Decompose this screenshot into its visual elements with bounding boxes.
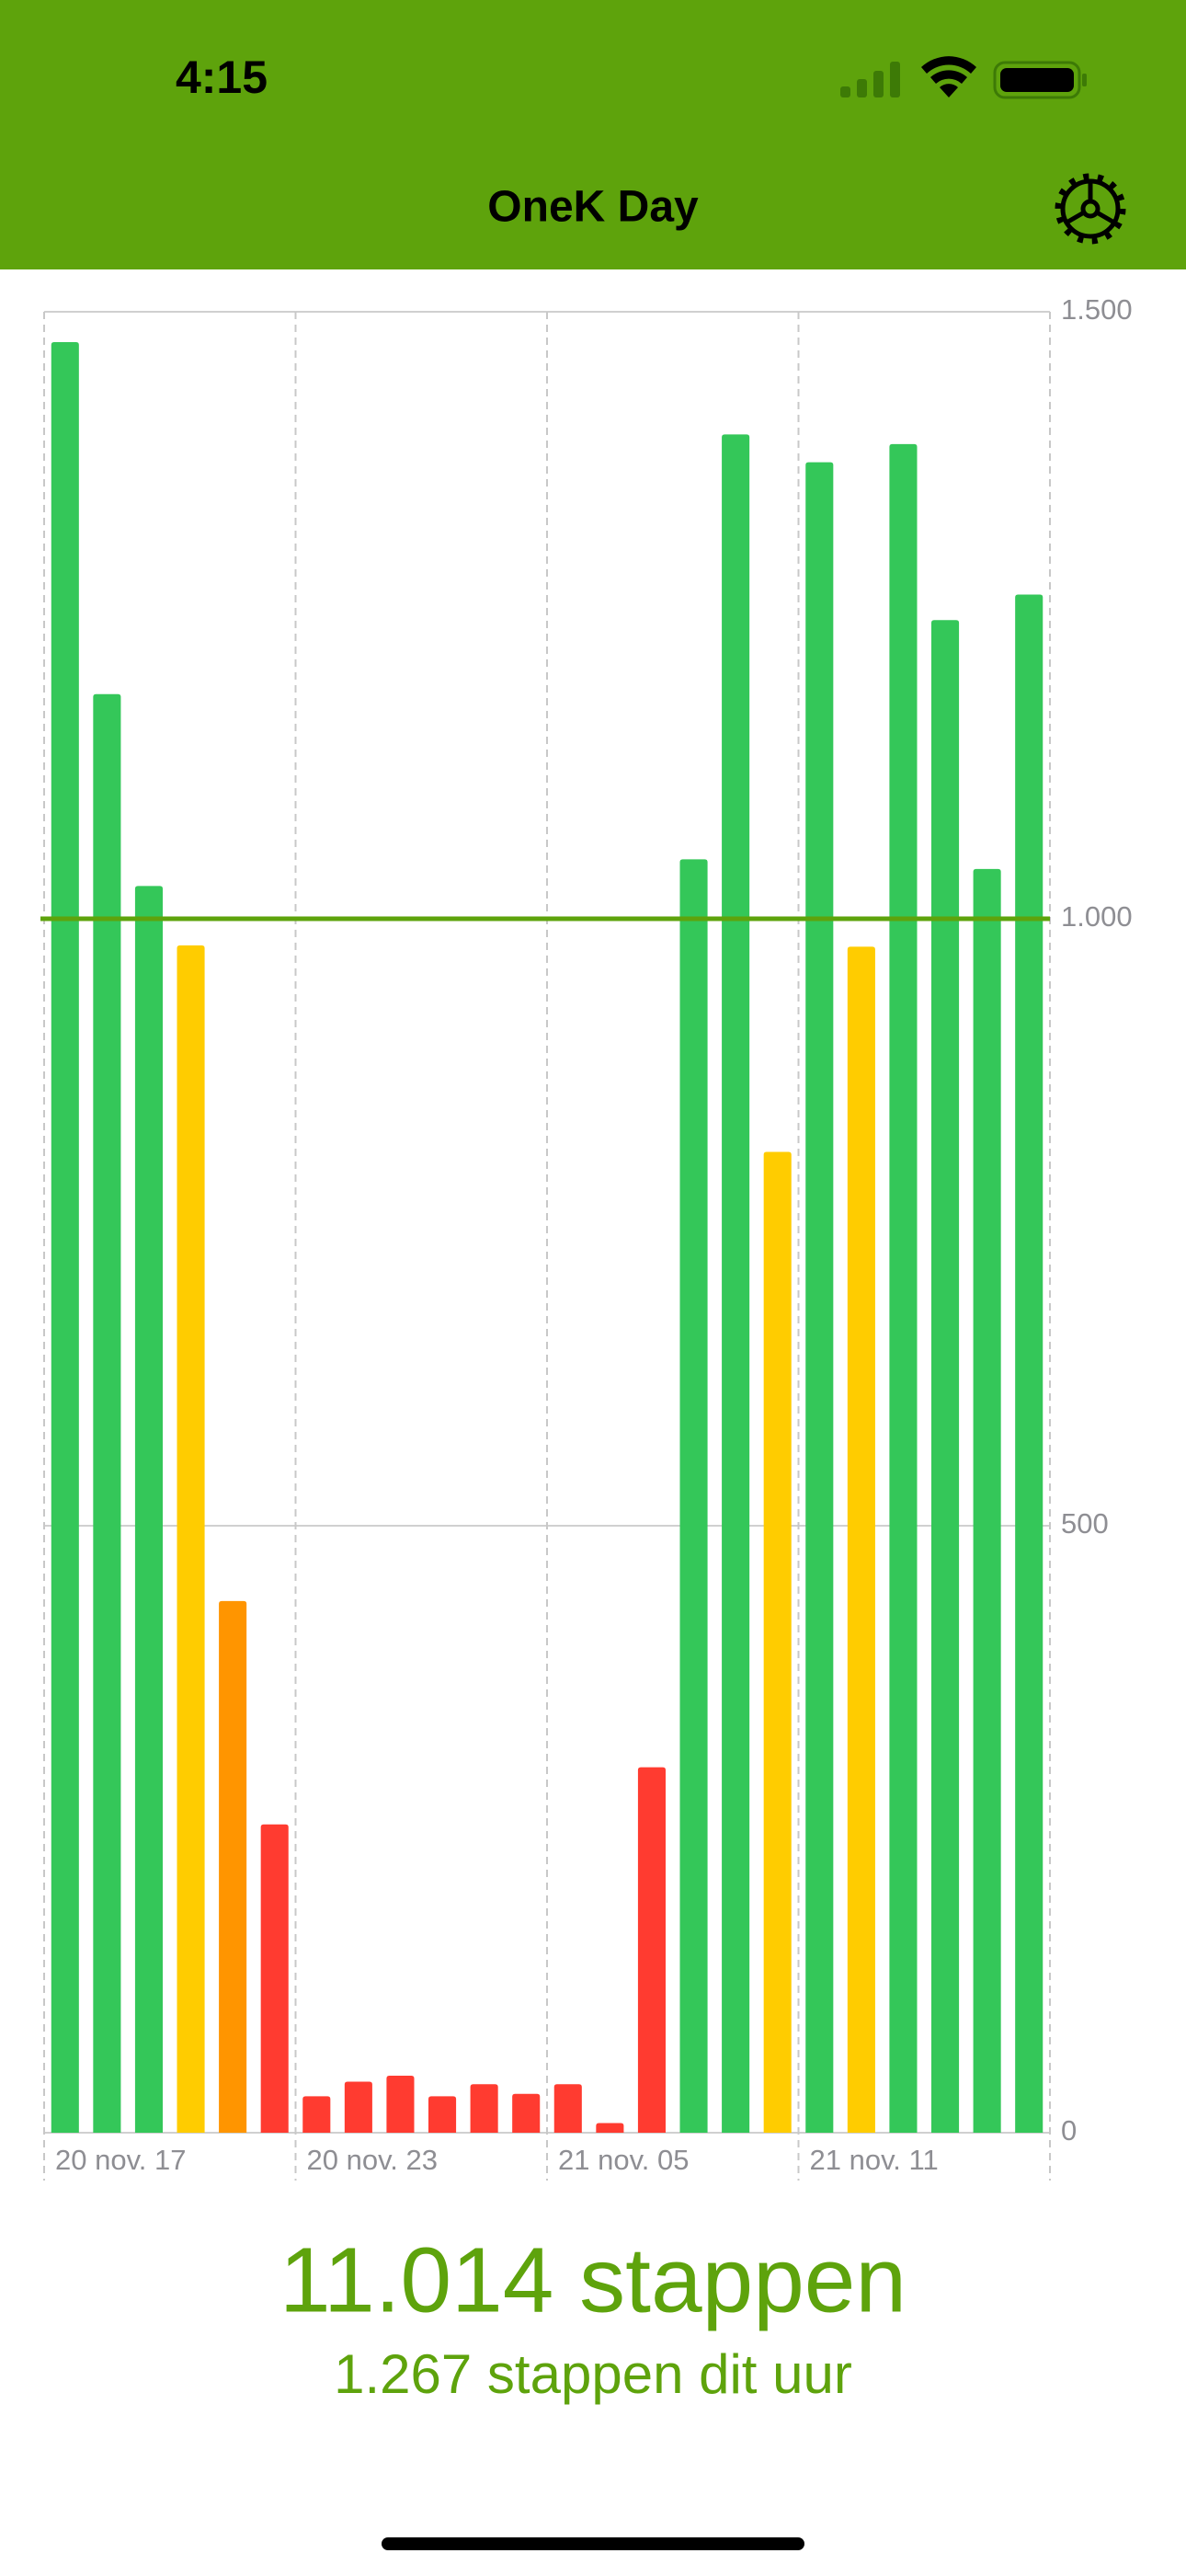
bar — [260, 1824, 289, 2133]
status-time: 4:15 — [176, 52, 268, 103]
bar — [553, 2084, 582, 2133]
bar — [512, 2093, 541, 2133]
battery-icon — [993, 61, 1087, 99]
bar — [889, 443, 918, 2133]
bar — [344, 2081, 372, 2133]
bar — [1015, 594, 1043, 2133]
x-tick-label: 21 nov. 11 — [810, 2144, 939, 2176]
y-tick-label: 500 — [1061, 1507, 1109, 1540]
hour-steps: 1.267 stappen dit uur — [334, 2343, 852, 2405]
bar — [134, 886, 164, 2133]
total-steps: 11.014 stappen — [279, 2228, 907, 2331]
bar — [722, 434, 750, 2133]
home-indicator — [382, 2537, 804, 2550]
wifi-icon — [921, 56, 976, 97]
x-tick-label: 20 nov. 23 — [307, 2144, 438, 2176]
bar — [763, 1151, 792, 2133]
x-tick-label: 20 nov. 17 — [55, 2144, 186, 2176]
y-tick-label: 0 — [1061, 2114, 1077, 2147]
bar — [679, 859, 708, 2133]
y-tick-label: 1.500 — [1061, 293, 1133, 326]
bar — [177, 945, 205, 2133]
signal-icon — [840, 62, 900, 97]
bar — [637, 1767, 667, 2133]
y-tick-label: 1.000 — [1061, 900, 1133, 933]
settings-button[interactable] — [1055, 173, 1126, 245]
bar — [302, 2096, 331, 2133]
bar — [847, 946, 875, 2133]
bar — [470, 2084, 498, 2133]
header-title: OneK Day — [487, 183, 699, 232]
bar — [386, 2075, 415, 2133]
bar — [51, 342, 79, 2133]
header-background — [0, 0, 1186, 269]
bar — [930, 620, 960, 2133]
x-tick-label: 21 nov. 05 — [558, 2144, 689, 2176]
bar — [805, 462, 834, 2134]
bar — [596, 2123, 624, 2133]
bar — [973, 868, 1001, 2133]
bar — [93, 693, 121, 2133]
bar — [428, 2096, 457, 2133]
bar — [219, 1600, 247, 2133]
